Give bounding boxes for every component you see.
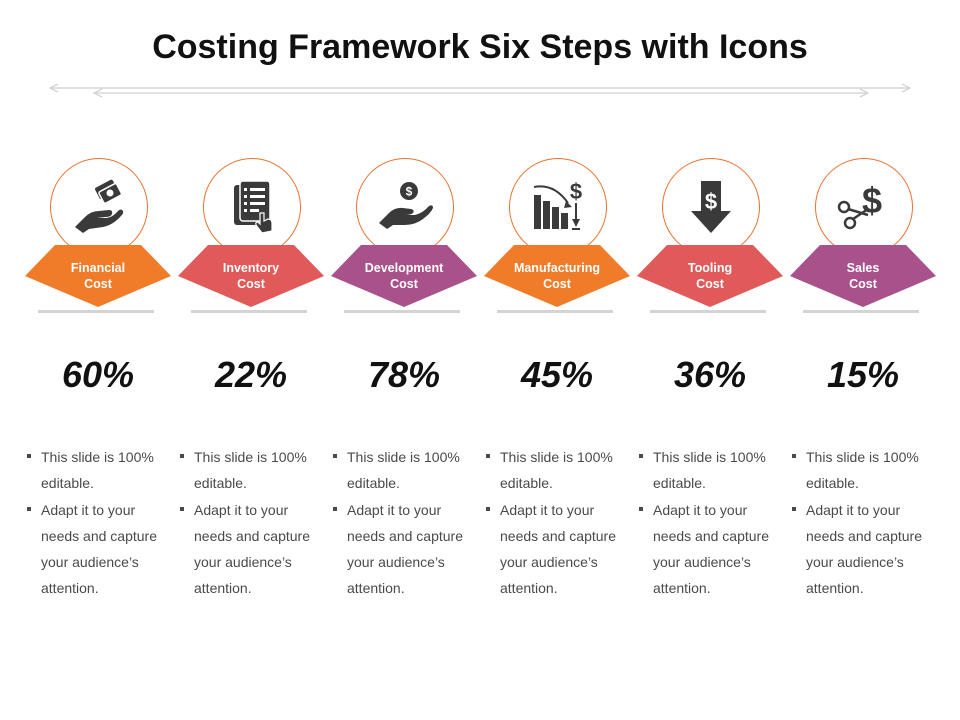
icon-circle: $ [815,158,913,256]
icon-circle: $ [356,158,454,256]
svg-text:$: $ [570,179,582,204]
step-divider [191,310,307,313]
step-bullets: This slide is 100% editable. Adapt it to… [333,444,475,602]
step-label: Development Cost [364,261,444,291]
svg-text:$: $ [705,189,717,214]
bullet-item: Adapt it to your needs and capture your … [180,497,322,602]
step-percent: 78% [367,354,441,395]
diamond-shape [178,245,324,307]
step-label-diamond: Sales Cost [790,245,936,307]
bullet-item: This slide is 100% editable. [486,444,628,497]
step-label-diamond: Tooling Cost [637,245,783,307]
icon-circle: $ [509,158,607,256]
double-arrow-divider [48,83,912,98]
step-label: Inventory Cost [222,261,280,291]
step-label: Manufacturing Cost [513,261,601,291]
page-title: Costing Framework Six Steps with Icons [152,28,808,66]
step-percent: 45% [520,354,594,395]
step-divider [497,310,613,313]
step-bullets: This slide is 100% editable. Adapt it to… [486,444,628,602]
step-divider [344,310,460,313]
svg-text:$: $ [406,185,413,199]
inventory-document-icon [234,180,273,234]
step-bullets: This slide is 100% editable. Adapt it to… [27,444,169,602]
step-bullets: This slide is 100% editable. Adapt it to… [639,444,781,602]
step-divider [650,310,766,313]
step-label-diamond: Financial Cost [25,245,171,307]
step-label-diamond: Development Cost [331,245,477,307]
step-financial: Financial Cost 60% This slide is 100% ed… [25,150,175,710]
diamond-shape [637,245,783,307]
icon-circle [203,158,301,256]
step-label: Financial Cost [70,261,126,291]
hand-coin-icon: $ [379,182,433,229]
step-tooling: $ Tooling Cost 36% This slide is 100% ed… [637,150,787,710]
bullet-item: Adapt it to your needs and capture your … [639,497,781,602]
step-percent: 22% [214,354,288,395]
bullet-item: Adapt it to your needs and capture your … [333,497,475,602]
step-percent: 15% [826,354,900,395]
bullet-item: Adapt it to your needs and capture your … [27,497,169,602]
bullet-item: Adapt it to your needs and capture your … [486,497,628,602]
step-label: Sales Cost [846,261,880,291]
step-bullets: This slide is 100% editable. Adapt it to… [180,444,322,602]
bullet-item: This slide is 100% editable. [639,444,781,497]
step-divider [803,310,919,313]
diamond-shape [484,245,630,307]
step-label: Tooling Cost [687,261,733,291]
scissors-dollar-icon: $ [837,180,882,230]
bullet-item: Adapt it to your needs and capture your … [792,497,934,602]
step-label-diamond: Manufacturing Cost [484,245,630,307]
bar-chart-dollar-icon: $ [533,179,582,230]
step-sales: $ Sales Cost 15% This slide is 100% edit… [790,150,940,710]
step-manufacturing: $ Manufacturing Cost 45% This slide is 1… [484,150,634,710]
diamond-shape [331,245,477,307]
icon-circle [50,158,148,256]
step-development: $ Development Cost 78% This slide is 100… [331,150,481,710]
diamond-shape [25,245,171,307]
diamond-shape [790,245,936,307]
step-percent: 60% [61,354,135,395]
dollar-down-arrow-icon: $ [691,181,731,233]
step-inventory: Inventory Cost 22% This slide is 100% ed… [178,150,328,710]
hand-money-icon [75,179,124,233]
step-percent: 36% [673,354,747,395]
bullet-item: This slide is 100% editable. [333,444,475,497]
step-label-diamond: Inventory Cost [178,245,324,307]
step-bullets: This slide is 100% editable. Adapt it to… [792,444,934,602]
bullet-item: This slide is 100% editable. [792,444,934,497]
step-divider [38,310,154,313]
bullet-item: This slide is 100% editable. [27,444,169,497]
icon-circle: $ [662,158,760,256]
bullet-item: This slide is 100% editable. [180,444,322,497]
